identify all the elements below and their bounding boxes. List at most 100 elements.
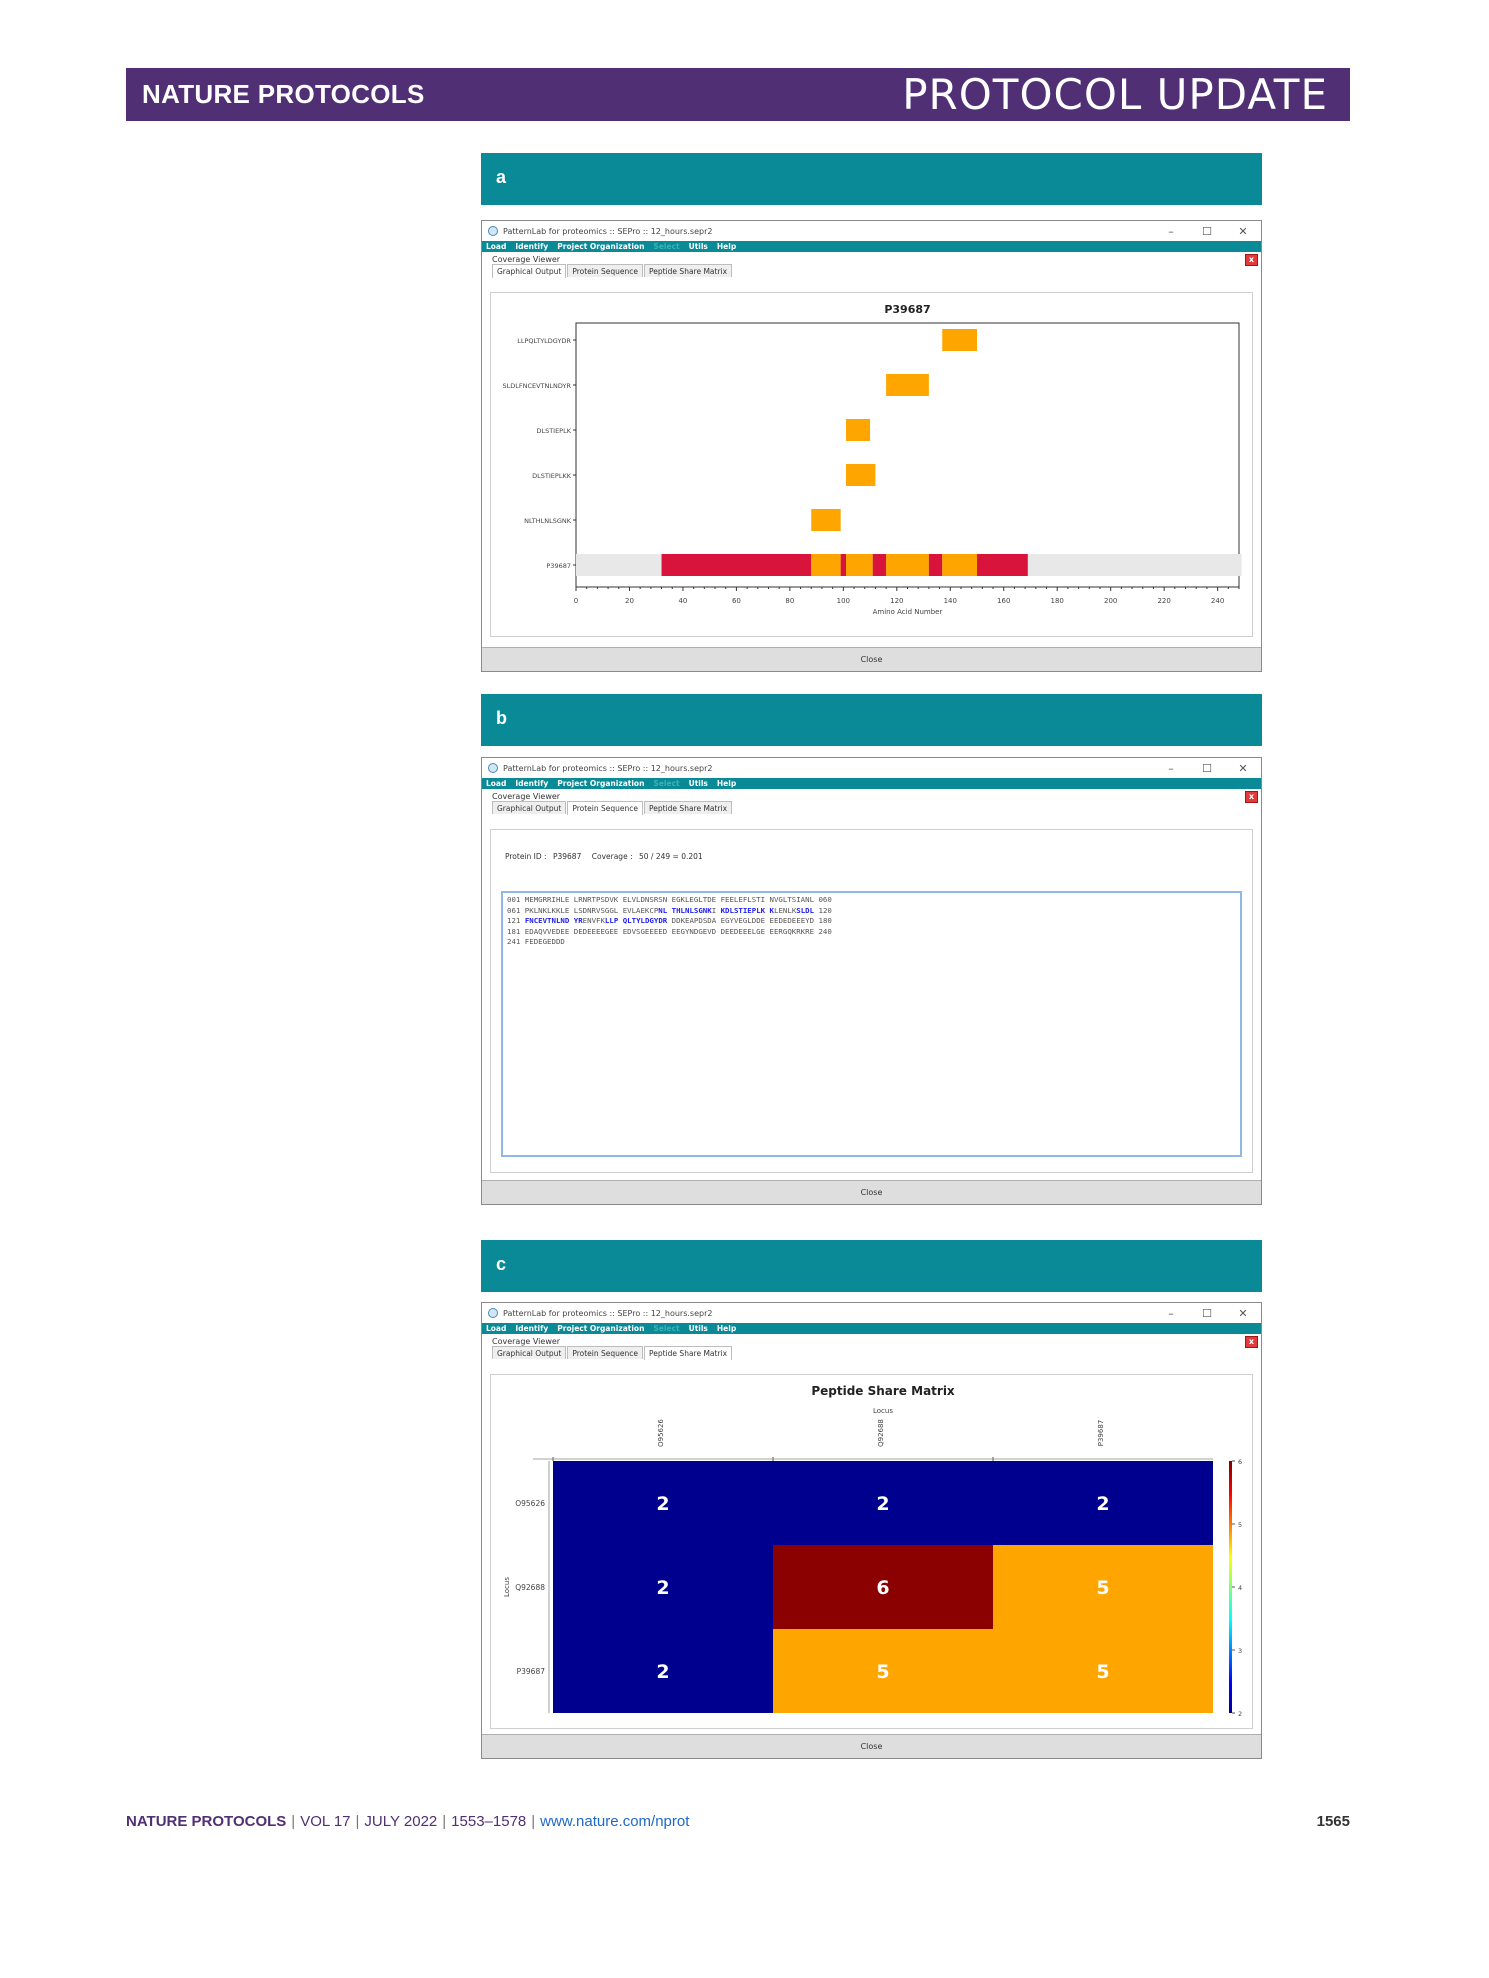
heatmap-cell xyxy=(773,1461,993,1545)
covered-peptide-segment: SLDL xyxy=(796,905,815,915)
heatmap-cell xyxy=(993,1461,1213,1545)
sequence-segment: 121 xyxy=(507,916,525,926)
tab-graphical-output[interactable]: Graphical Output xyxy=(492,1346,567,1359)
x-tick-label: 180 xyxy=(1051,597,1064,605)
y-tick-label: DLSTIEPLKK xyxy=(532,472,572,480)
app-icon xyxy=(488,1308,498,1318)
sequence-segment: 181 EDAQVVEDEE DEDEEEEGEE EDVSGEEEED EEG… xyxy=(507,926,832,936)
tab-protein-sequence[interactable]: Protein Sequence xyxy=(567,264,644,277)
x-tick-label: 140 xyxy=(944,597,957,605)
menu-select[interactable]: Select xyxy=(653,779,680,788)
covered-peptide-segment: LLP QLTYLDGYDR xyxy=(604,916,668,926)
menu-load[interactable]: Load xyxy=(486,1324,507,1333)
menu-utils[interactable]: Utils xyxy=(688,779,708,788)
menu-project-organization[interactable]: Project Organization xyxy=(557,242,645,251)
x-tick-label: 20 xyxy=(625,597,634,605)
coverage-segment xyxy=(661,554,812,576)
sequence-segment: 001 MEMGRRIHLE LRNRTPSDVK ELVLDNSRSN EGK… xyxy=(507,895,832,904)
close-button[interactable]: Close xyxy=(860,655,883,664)
footer-journal: NATURE PROTOCOLS xyxy=(126,1813,287,1830)
sequence-segment: 120 xyxy=(814,905,832,915)
footer-url[interactable]: www.nature.com/nprot xyxy=(540,1813,690,1830)
menu-utils[interactable]: Utils xyxy=(688,1324,708,1333)
y-tick-label: O95626 xyxy=(515,1499,545,1508)
sequence-segment: 061 PKLNKLKKLE LSDNRVSGGL EVLAEKCP xyxy=(507,905,659,915)
app-icon xyxy=(488,226,498,236)
sequence-segment: ENVFK xyxy=(582,916,605,926)
y-tick-label: SLDLFNCEVTNLNDYR xyxy=(502,382,571,390)
minimize-icon[interactable]: – xyxy=(1168,224,1174,238)
cell-value: 2 xyxy=(876,1493,889,1515)
protein-sequence-area: Protein ID : P39687 Coverage : 50 / 249 … xyxy=(490,829,1253,1173)
window-titlebar: PatternLab for proteomics :: SEPro :: 12… xyxy=(482,1303,1261,1323)
coverage-viewer-label: Coverage Viewer x xyxy=(482,789,1261,803)
peptide-bar xyxy=(942,329,978,351)
heatmap-cell xyxy=(553,1545,773,1629)
cell-value: 6 xyxy=(876,1577,889,1599)
cell-value: 2 xyxy=(656,1493,669,1515)
footer-bar: Close xyxy=(482,1734,1261,1758)
minimize-icon[interactable]: – xyxy=(1168,1306,1174,1320)
tab-protein-sequence[interactable]: Protein Sequence xyxy=(567,1346,644,1359)
menu-project-organization[interactable]: Project Organization xyxy=(557,1324,645,1333)
sequence-textbox[interactable]: 001 MEMGRRIHLE LRNRTPSDVK ELVLDNSRSN EGK… xyxy=(501,891,1242,1157)
chart-title: P39687 xyxy=(884,303,930,316)
graphical-output-area: P39687 LLPQLTYLDGYDR SLDLFNCEVTNLNDYR DLSTI… xyxy=(490,292,1253,637)
coverage-label: Coverage : xyxy=(591,852,633,861)
coverage-segment xyxy=(872,554,887,576)
menu-identify[interactable]: Identify xyxy=(515,242,549,251)
menu-select[interactable]: Select xyxy=(653,242,680,251)
maximize-icon[interactable]: ☐ xyxy=(1202,224,1212,238)
tab-peptide-share-matrix[interactable]: Peptide Share Matrix xyxy=(644,801,733,814)
maximize-icon[interactable]: ☐ xyxy=(1202,761,1212,775)
tab-peptide-share-matrix[interactable]: Peptide Share Matrix xyxy=(644,264,733,277)
close-window-icon[interactable]: ✕ xyxy=(1238,761,1248,775)
menu-project-organization[interactable]: Project Organization xyxy=(557,779,645,788)
sequence-segment: LENLK xyxy=(774,905,797,915)
close-button[interactable]: Close xyxy=(860,1188,883,1197)
menu-identify[interactable]: Identify xyxy=(515,1324,549,1333)
window-peptide-share-matrix: PatternLab for proteomics :: SEPro :: 12… xyxy=(481,1302,1262,1759)
menu-identify[interactable]: Identify xyxy=(515,779,549,788)
protein-id-label: Protein ID : xyxy=(505,852,547,861)
window-titlebar: PatternLab for proteomics :: SEPro :: 12… xyxy=(482,221,1261,241)
coverage-chart: P39687 LLPQLTYLDGYDR SLDLFNCEVTNLNDYR DLSTI… xyxy=(502,303,1242,616)
x-tick-label: 100 xyxy=(837,597,850,605)
coverage-segment xyxy=(886,554,929,576)
menu-help[interactable]: Help xyxy=(716,242,737,251)
heatmap-cell xyxy=(553,1629,773,1713)
tab-protein-sequence[interactable]: Protein Sequence xyxy=(567,801,644,815)
menu-select[interactable]: Select xyxy=(653,1324,680,1333)
panel-label-b: b xyxy=(481,694,1262,746)
maximize-icon[interactable]: ☐ xyxy=(1202,1306,1212,1320)
minimize-icon[interactable]: – xyxy=(1168,761,1174,775)
footer-bar: Close xyxy=(482,647,1261,671)
close-viewer-icon[interactable]: x xyxy=(1245,1336,1258,1348)
x-tick-label: 120 xyxy=(890,597,903,605)
menu-help[interactable]: Help xyxy=(716,779,737,788)
tab-peptide-share-matrix[interactable]: Peptide Share Matrix xyxy=(644,1346,733,1360)
close-window-icon[interactable]: ✕ xyxy=(1238,224,1248,238)
tab-graphical-output[interactable]: Graphical Output xyxy=(492,801,567,814)
window-title: PatternLab for proteomics :: SEPro :: 12… xyxy=(503,1308,713,1318)
peptide-bar xyxy=(846,419,871,441)
cell-value: 5 xyxy=(1096,1577,1109,1599)
coverage-segment xyxy=(928,554,943,576)
menu-load[interactable]: Load xyxy=(486,779,507,788)
menu-utils[interactable]: Utils xyxy=(688,242,708,251)
close-viewer-icon[interactable]: x xyxy=(1245,254,1258,266)
cell-value: 5 xyxy=(1096,1661,1109,1683)
close-viewer-icon[interactable]: x xyxy=(1245,791,1258,803)
panel-label-c: c xyxy=(481,1240,1262,1292)
sequence-segment: I xyxy=(711,905,721,915)
y-tick-label: P39687 xyxy=(517,1667,546,1676)
close-button[interactable]: Close xyxy=(860,1742,883,1751)
close-window-icon[interactable]: ✕ xyxy=(1238,1306,1248,1320)
menu-help[interactable]: Help xyxy=(716,1324,737,1333)
x-tick-label: 0 xyxy=(574,597,578,605)
menu-load[interactable]: Load xyxy=(486,242,507,251)
page-footer: NATURE PROTOCOLS | VOL 17 | JULY 2022 | 1553–1… xyxy=(126,1813,1350,1830)
y-tick-label: Q92688 xyxy=(515,1583,545,1592)
colorbar-tick-label: 3 xyxy=(1238,1647,1242,1655)
tab-graphical-output[interactable]: Graphical Output xyxy=(492,264,567,278)
